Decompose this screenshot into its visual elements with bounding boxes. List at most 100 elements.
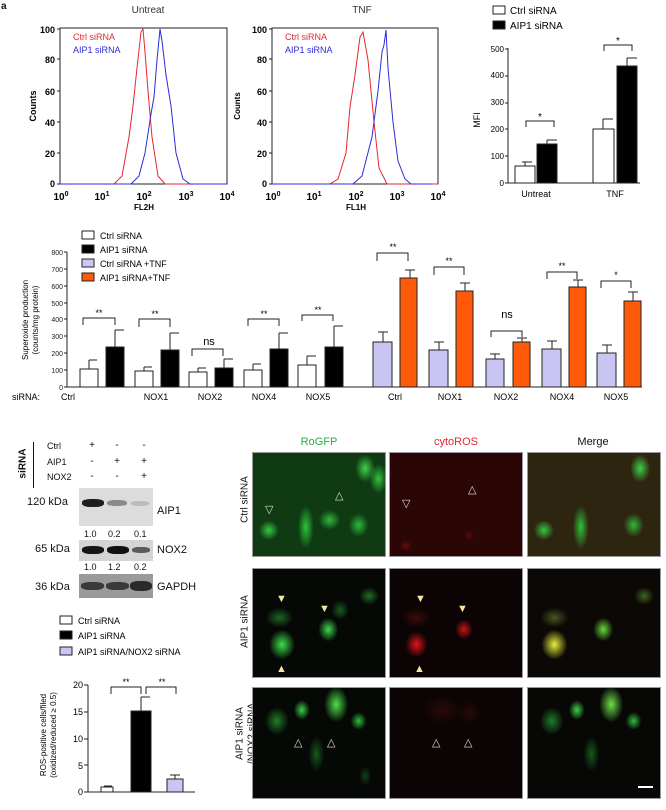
y-axis-label-2: (oxidized/reduced ≥ 0.5) xyxy=(49,692,58,778)
legend-0: Ctrl siRNA xyxy=(100,231,142,241)
arrowhead-icon: ▲ xyxy=(276,663,287,675)
svg-text:0: 0 xyxy=(78,787,83,797)
legend-1: AIP1 siRNA xyxy=(100,245,148,255)
svg-text:400: 400 xyxy=(491,71,505,80)
sig-untreated-ctrl: ** xyxy=(95,308,103,318)
pm: - xyxy=(115,471,119,482)
protein-gapdh: GAPDH xyxy=(157,581,197,593)
y-axis-label-1: Superoxide production xyxy=(21,280,30,360)
quant: 0.1 xyxy=(134,529,147,539)
cond-aip1: AIP1 xyxy=(47,457,67,467)
cond-ctrl: Ctrl xyxy=(47,441,61,451)
svg-text:80: 80 xyxy=(257,55,267,65)
svg-text:103: 103 xyxy=(178,191,193,203)
svg-text:20: 20 xyxy=(257,149,267,159)
x-axis-label: FL2H xyxy=(134,203,154,212)
x-label-tnf-2: NOX2 xyxy=(494,392,519,402)
scale-bar xyxy=(638,786,653,788)
legend-2: Ctrl siRNA +TNF xyxy=(100,259,167,269)
arrowhead-icon: △ xyxy=(468,484,477,496)
significance-untreat: * xyxy=(538,112,542,123)
histogram-title: Untreat xyxy=(132,5,165,16)
svg-text:200: 200 xyxy=(491,125,505,134)
arrowhead-icon: △ xyxy=(327,737,336,749)
mfi-bar-chart: Ctrl siRNA AIP1 siRNA 0 100 200 300 400 500 … xyxy=(460,0,666,215)
quant: 1.0 xyxy=(84,562,97,572)
svg-text:0: 0 xyxy=(50,179,55,189)
svg-text:100: 100 xyxy=(252,25,267,35)
mw-gapdh: 36 kDa xyxy=(35,581,70,593)
micrograph-aip1-cytoros: ▼ ▼ ▲ xyxy=(389,568,523,678)
quant: 1.2 xyxy=(108,562,121,572)
cond-nox2: NOX2 xyxy=(47,472,72,482)
sig-untreated-nox5: ** xyxy=(314,305,322,315)
sig-tnf-nox5: * xyxy=(614,270,618,280)
sig-aip1-vs-nox2: ** xyxy=(158,677,166,687)
blot-aip1 xyxy=(79,488,153,526)
y-axis-label: Counts xyxy=(233,92,242,120)
svg-text:103: 103 xyxy=(389,191,404,203)
legend-1: AIP1 siRNA xyxy=(78,631,126,641)
x-label-untreated-4: NOX5 xyxy=(306,392,331,402)
pm: + xyxy=(141,471,147,482)
micrograph-aip1-merge xyxy=(527,568,661,678)
arrowhead-icon: ▽ xyxy=(402,498,411,510)
micrograph-ctrl-cytoros: ▽ △ xyxy=(389,452,523,557)
svg-text:20: 20 xyxy=(73,680,83,690)
quant: 0.2 xyxy=(108,529,121,539)
y-axis-label: MFI xyxy=(472,112,482,128)
panel-letter: a xyxy=(1,1,7,12)
y-axis-label: Counts xyxy=(28,91,38,122)
x-axis-label: FL1H xyxy=(346,203,366,212)
legend-2: AIP1 siRNA/NOX2 siRNA xyxy=(78,647,181,657)
x-label-tnf-1: NOX1 xyxy=(438,392,463,402)
svg-text:40: 40 xyxy=(257,118,267,128)
micrograph-aip1-nox2-cytoros: △ △ xyxy=(389,687,523,799)
svg-text:700: 700 xyxy=(51,267,63,274)
legend-3: AIP1 siRNA+TNF xyxy=(100,273,171,283)
x-label-tnf-3: NOX4 xyxy=(550,392,575,402)
row-label-aip1-nox2-line1: AIP1 siRNA xyxy=(234,707,246,760)
svg-text:20: 20 xyxy=(45,149,55,159)
pm: - xyxy=(90,456,94,467)
superoxide-bar-chart: Ctrl siRNA AIP1 siRNA Ctrl siRNA +TNF AI… xyxy=(0,220,666,410)
blot-gapdh xyxy=(79,574,153,598)
x-label-untreated-0: Ctrl xyxy=(61,392,75,402)
sig-untreated-nox2: ns xyxy=(203,336,215,348)
category-untreat: Untreat xyxy=(521,189,551,199)
x-label-untreated-1: NOX1 xyxy=(144,392,169,402)
micrograph-aip1-nox2-merge xyxy=(527,687,661,799)
pm: - xyxy=(142,440,146,451)
svg-text:300: 300 xyxy=(491,98,505,107)
arrowhead-icon: ▼ xyxy=(457,603,468,615)
category-tnf: TNF xyxy=(606,189,624,199)
sig-untreated-nox1: ** xyxy=(151,309,159,319)
ros-positive-bar-chart: Ctrl siRNA AIP1 siRNA AIP1 siRNA/NOX2 si… xyxy=(0,605,230,805)
quant: 1.0 xyxy=(84,529,97,539)
sig-tnf-nox1: ** xyxy=(445,256,453,266)
svg-text:101: 101 xyxy=(94,191,109,203)
x-label-untreated-3: NOX4 xyxy=(252,392,277,402)
legend-ctrl: Ctrl siRNA xyxy=(285,32,327,42)
svg-text:0: 0 xyxy=(500,179,505,188)
svg-text:40: 40 xyxy=(45,118,55,128)
protein-aip1: AIP1 xyxy=(157,505,181,517)
sig-ctrl-vs-aip1: ** xyxy=(122,677,130,687)
svg-text:300: 300 xyxy=(51,334,63,341)
sig-tnf-ctrl: ** xyxy=(389,242,397,252)
svg-text:0: 0 xyxy=(262,179,267,189)
sig-untreated-nox4: ** xyxy=(260,309,268,319)
arrowhead-icon: ▲ xyxy=(414,663,425,675)
svg-text:500: 500 xyxy=(51,301,63,308)
pm: - xyxy=(115,440,119,451)
sig-tnf-nox4: ** xyxy=(558,261,566,271)
mw-aip1: 120 kDa xyxy=(27,496,68,508)
svg-text:5: 5 xyxy=(78,761,83,771)
svg-text:80: 80 xyxy=(45,55,55,65)
western-blot: siRNA Ctrl AIP1 NOX2 + - - - + + - - + 1… xyxy=(0,430,230,600)
svg-text:100: 100 xyxy=(491,152,505,161)
micrograph-ctrl-rogfp: ▽ △ xyxy=(252,452,386,557)
svg-text:15: 15 xyxy=(73,707,83,717)
pm: - xyxy=(90,471,94,482)
svg-text:104: 104 xyxy=(430,191,445,203)
